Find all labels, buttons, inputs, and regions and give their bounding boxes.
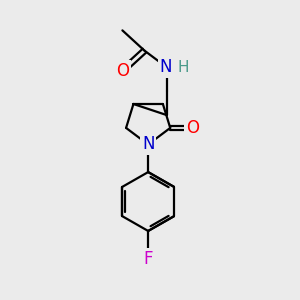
Text: H: H xyxy=(177,60,189,75)
Text: F: F xyxy=(143,250,153,268)
Text: N: N xyxy=(142,136,155,154)
Text: O: O xyxy=(186,119,199,137)
Text: N: N xyxy=(160,58,172,76)
Text: O: O xyxy=(116,62,129,80)
